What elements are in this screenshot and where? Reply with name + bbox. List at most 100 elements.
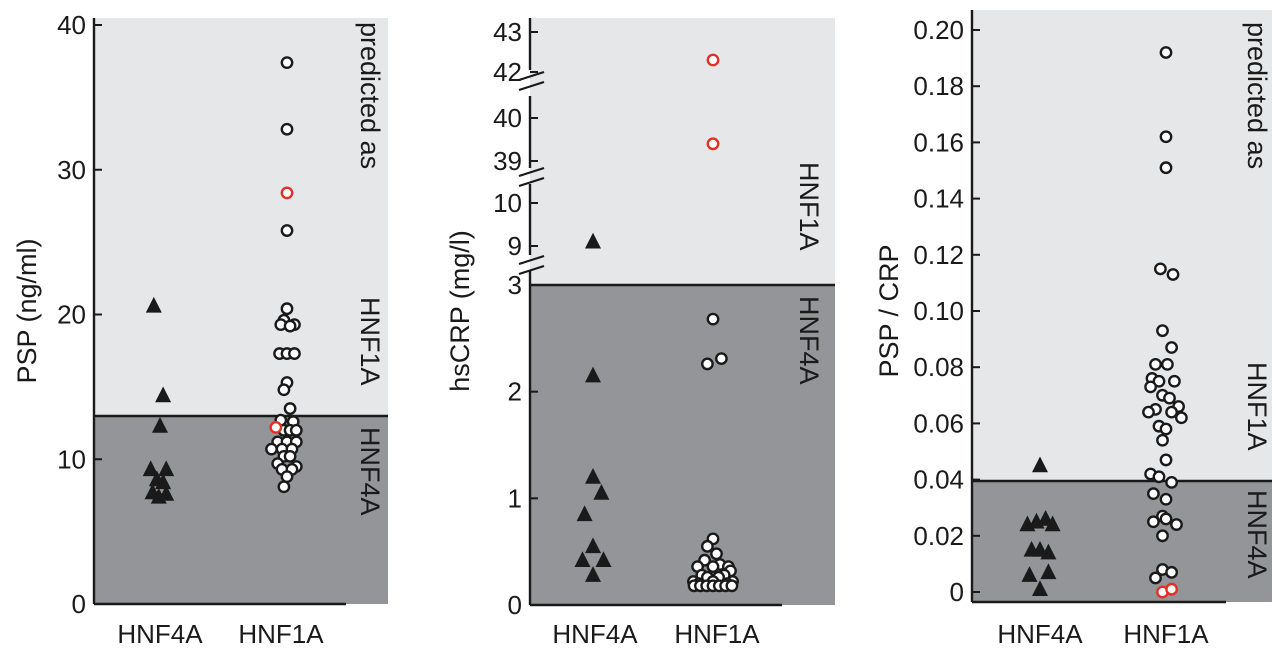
x-tick-label-hnf4a: HNF4A — [552, 619, 638, 649]
data-point-hnf1a — [280, 470, 294, 484]
panel-psp-crp: 0 0.02 0.04 0.06 0.08 0.10 0.12 0.14 0.16 0.18 0.2… — [874, 10, 1272, 649]
data-point-hnf1a — [280, 224, 294, 237]
y-tick-label: 0 — [950, 577, 964, 607]
y-tick-label: 0.10 — [913, 296, 964, 326]
y-tick-label: 0.16 — [913, 127, 964, 157]
data-point-hnf4a — [593, 484, 610, 500]
x-tick-label-hnf4a: HNF4A — [997, 619, 1083, 649]
data-point-hnf1a — [1156, 433, 1169, 447]
y-tick-label: 2 — [508, 377, 522, 407]
data-point-hnf1a — [706, 312, 720, 326]
data-point-hnf4a — [1040, 563, 1057, 580]
y-tick-label: 0.12 — [913, 240, 964, 270]
data-point-hnf1a — [277, 383, 291, 397]
data-point-hnf1a — [715, 352, 728, 365]
data-points — [574, 53, 739, 593]
data-point-hnf1a — [1159, 512, 1173, 526]
data-point-hnf1a — [1159, 130, 1173, 144]
axis-break-mark-2 — [518, 166, 545, 188]
data-point-hnf4a — [142, 460, 159, 477]
data-point-hnf1a — [288, 347, 301, 360]
data-point-hnf1a — [1147, 487, 1160, 501]
y-tick-label: 0.04 — [913, 465, 964, 495]
data-point-hnf1a — [1175, 411, 1188, 425]
data-point-hnf4a — [1040, 543, 1057, 560]
y-tick-label: 0.02 — [913, 521, 964, 551]
data-point-hnf1a — [701, 357, 714, 371]
data-point-hnf1a — [1168, 374, 1181, 388]
axis-break-mark-3 — [518, 254, 545, 276]
data-point-hnf4a — [585, 566, 601, 582]
data-point-hnf1a — [283, 319, 297, 333]
data-point-hnf1a — [1142, 405, 1155, 419]
lower-zone-background — [530, 285, 835, 605]
zone-label-predicted-as: predicted as — [355, 22, 385, 169]
data-point-hnf1a-highlight — [1165, 582, 1179, 596]
zone-label-hnf4a: HNF4A — [794, 296, 824, 385]
data-points — [142, 56, 303, 504]
data-point-hnf1a — [1166, 268, 1180, 281]
data-point-hnf1a-highlight — [706, 137, 720, 151]
data-point-hnf1a — [283, 402, 297, 415]
y-tick-label: 40 — [493, 103, 522, 133]
data-point-hnf1a — [1152, 374, 1166, 388]
data-point-hnf1a — [706, 560, 720, 573]
data-point-hnf4a — [1032, 456, 1048, 473]
y-tick-label: 0 — [72, 589, 86, 619]
data-point-hnf4a — [595, 551, 612, 567]
data-point-hnf1a — [280, 122, 294, 136]
data-point-hnf1a — [283, 449, 297, 463]
upper-zone-background — [972, 10, 1272, 481]
data-point-hnf4a — [585, 366, 601, 383]
y-ticks: 0 0.02 0.04 0.06 0.08 0.10 0.12 0.14 0.16 0.18 0.2… — [913, 15, 980, 607]
panel-psp: 0 10 20 30 40 PSP (ng/ml) HNF4A HNF1A predic… — [12, 10, 388, 649]
data-point-hnf4a — [152, 416, 168, 433]
upper-zone-background — [530, 18, 835, 285]
data-point-hnf1a — [1165, 476, 1179, 489]
data-point-hnf1a — [701, 539, 714, 553]
data-point-hnf1a — [1165, 341, 1179, 354]
x-tick-label-hnf4a: HNF4A — [117, 619, 203, 649]
data-point-hnf1a — [1147, 515, 1160, 529]
data-point-hnf1a — [1154, 262, 1167, 276]
data-point-hnf1a — [1159, 453, 1173, 467]
axis-break-mark-1 — [518, 70, 545, 92]
lower-zone-background — [94, 416, 388, 604]
data-point-hnf1a — [1165, 565, 1179, 579]
data-point-hnf1a-highlight — [706, 53, 720, 67]
data-point-hnf1a — [289, 423, 303, 437]
x-tick-label-hnf1a: HNF1A — [238, 619, 324, 649]
data-point-hnf1a — [1159, 492, 1173, 506]
y-tick-label: 9 — [508, 231, 522, 261]
data-point-hnf1a — [1159, 161, 1173, 175]
data-point-hnf1a — [1156, 529, 1169, 543]
lower-zone-background — [972, 481, 1272, 602]
data-point-hnf1a — [1161, 357, 1174, 371]
y-tick-label: 1 — [508, 483, 522, 513]
data-point-hnf1a — [265, 442, 278, 456]
y-tick-label: 10 — [493, 188, 522, 218]
data-point-hnf1a-highlight — [269, 421, 283, 434]
y-axis-label: hsCRP (mg/l) — [445, 230, 475, 392]
y-tick-label: 0.20 — [913, 15, 964, 45]
y-tick-label: 0.06 — [913, 408, 964, 438]
zone-label-hnf1a: HNF1A — [1242, 362, 1272, 451]
data-point-hnf4a — [155, 473, 172, 490]
data-point-hnf1a — [1156, 324, 1169, 338]
data-point-hnf1a — [280, 302, 294, 316]
data-point-hnf1a — [1149, 571, 1162, 585]
data-point-hnf1a — [1149, 357, 1162, 371]
data-point-hnf4a — [158, 460, 175, 477]
zone-label-hnf1a: HNF1A — [794, 162, 824, 251]
data-point-hnf4a — [1021, 566, 1038, 582]
zone-label-hnf4a: HNF4A — [1242, 490, 1272, 579]
y-tick-label: 0.14 — [913, 184, 964, 214]
data-point-hnf4a — [574, 551, 591, 567]
y-tick-label: 39 — [493, 146, 522, 176]
data-point-hnf4a — [1044, 515, 1061, 532]
zone-label-hnf1a: HNF1A — [355, 297, 385, 386]
data-point-hnf1a — [277, 480, 291, 494]
